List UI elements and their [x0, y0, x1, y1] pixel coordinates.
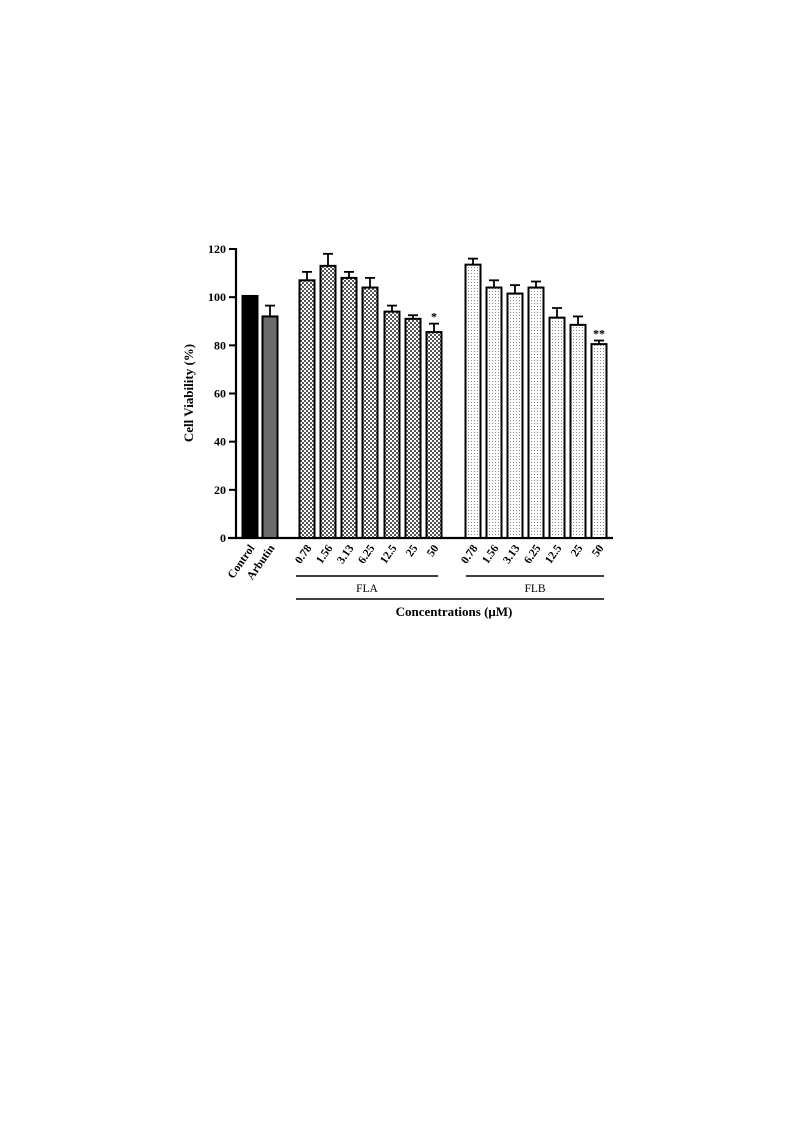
- category-label-fla-3-13: 3.13: [335, 543, 357, 567]
- category-label-flb-1-56: 1.56: [480, 543, 502, 567]
- bar-flb-0-78: [464, 263, 482, 539]
- bar-fla-50: [425, 331, 443, 539]
- bar-flb-50: [590, 343, 608, 540]
- category-label-flb-6-25: 6.25: [522, 543, 544, 567]
- category-label-fla-12-5: 12.5: [378, 543, 400, 567]
- category-label-flb-50: 50: [590, 543, 607, 560]
- bar-arbutin: [261, 315, 279, 539]
- category-label-flb-0-78: 0.78: [459, 543, 481, 567]
- bar-fla-3-13: [340, 276, 358, 539]
- bar-fla-6-25: [361, 286, 379, 539]
- group-label-flb: FLB: [524, 583, 545, 595]
- bar-fla-1-56: [319, 264, 337, 539]
- bars-layer: [241, 252, 608, 540]
- significance-flb-50: **: [593, 327, 605, 341]
- bar-fla-12-5: [383, 310, 401, 539]
- category-label-flb-3-13: 3.13: [501, 543, 523, 567]
- bar-flb-25: [569, 323, 587, 539]
- category-label-fla-50: 50: [425, 543, 442, 560]
- bar-flb-6-25: [527, 286, 545, 539]
- x-axis-title: Concentrations (μM): [396, 604, 513, 619]
- category-label-fla-0-78: 0.78: [293, 543, 315, 567]
- category-label-fla-25: 25: [404, 543, 421, 560]
- category-label-fla-6-25: 6.25: [356, 543, 378, 567]
- y-axis-title: Cell Viability (%): [181, 344, 196, 442]
- y-tick-label-120: 120: [208, 242, 226, 256]
- bar-fla-25: [404, 317, 422, 540]
- y-tick-label-0: 0: [220, 531, 226, 545]
- category-label-flb-25: 25: [569, 543, 586, 560]
- category-label-flb-12-5: 12.5: [543, 543, 565, 567]
- significance-fla-50: *: [431, 310, 437, 324]
- y-tick-label-100: 100: [208, 290, 226, 304]
- bar-fla-0-78: [298, 279, 316, 539]
- y-tick-label-20: 20: [214, 483, 226, 497]
- bar-flb-3-13: [506, 292, 524, 539]
- bar-control: [241, 294, 259, 539]
- bar-flb-1-56: [485, 286, 503, 539]
- category-label-fla-1-56: 1.56: [314, 543, 336, 567]
- y-tick-label-60: 60: [214, 387, 226, 401]
- axes-layer: 0 20 40 60 80 100 120: [208, 242, 613, 545]
- y-tick-label-40: 40: [214, 435, 226, 449]
- y-tick-label-80: 80: [214, 338, 226, 352]
- group-label-fla: FLA: [356, 583, 378, 595]
- bar-flb-12-5: [548, 316, 566, 540]
